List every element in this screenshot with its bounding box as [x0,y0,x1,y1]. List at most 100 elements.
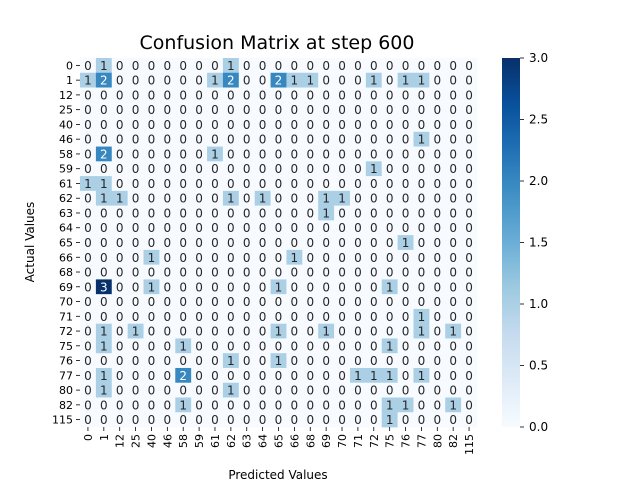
heatmap-cell [175,102,192,118]
heatmap-cell [222,87,240,103]
cell-value-label: 0 [291,266,299,280]
heatmap-cell [270,161,287,177]
heatmap-cell [159,190,176,206]
cell-value-label: 0 [195,280,203,294]
cell-value-label: 0 [84,354,92,368]
cell-value-label: 0 [418,103,426,117]
cell-value-label: 0 [433,118,441,132]
cell-value-label: 0 [306,325,314,339]
heatmap-cell [302,72,319,88]
heatmap-cell [445,102,462,118]
heatmap-cell [238,190,256,206]
heatmap-cell [397,294,414,310]
cell-value-label: 0 [211,310,219,324]
cell-value-label: 0 [306,192,314,206]
heatmap-cell [222,308,240,325]
cell-value-label: 0 [132,147,140,161]
cell-value-label: 0 [386,74,394,88]
heatmap-cell [222,249,240,266]
cell-value-label: 0 [116,177,124,191]
cell-value-label: 0 [449,88,457,102]
cell-value-label: 0 [402,147,410,161]
heatmap-cell [334,190,351,206]
heatmap-cell [80,264,97,280]
heatmap-cell [413,176,430,192]
cell-value-label: 0 [84,147,92,161]
heatmap-cell [254,161,271,177]
heatmap-cell [429,72,446,88]
cell-value-label: 0 [338,236,346,250]
heatmap-cell [270,367,287,384]
cell-value-label: 0 [449,221,457,235]
heatmap-cell [349,279,367,295]
heatmap-cell [159,102,176,118]
cell-value-label: 0 [291,325,299,339]
heatmap-cell [191,58,208,74]
heatmap-cell [127,279,144,295]
heatmap-cell [191,294,208,310]
cell-value-label: 0 [132,236,140,250]
heatmap-cell [413,308,430,325]
cell-value-label: 0 [243,133,251,147]
heatmap-cell [318,294,335,310]
heatmap-cell [413,235,430,251]
cell-value-label: 0 [227,236,235,250]
cell-value-label: 1 [449,325,457,339]
cell-value-label: 0 [275,398,283,412]
heatmap-cell [254,72,271,88]
heatmap-cell [80,397,97,413]
heatmap-cell [365,338,383,354]
row-tick-label: 68 [59,266,73,279]
cell-value-label: 0 [370,147,378,161]
heatmap-cell [175,72,192,88]
cell-value-label: 0 [465,251,473,265]
heatmap-cell [80,235,97,251]
heatmap-cell [365,87,383,103]
column-tick-label: 1 [98,434,111,441]
column-tick-label: 69 [320,434,333,448]
cell-value-label: 0 [465,177,473,191]
cell-value-label: 0 [402,118,410,132]
heatmap-cell [381,102,398,118]
cell-value-label: 0 [164,118,172,132]
cell-value-label: 0 [116,236,124,250]
cell-value-label: 0 [386,251,394,265]
heatmap-cell [254,338,271,354]
heatmap-cell [254,382,271,398]
cell-value-label: 0 [259,339,267,353]
cell-value-label: 0 [259,384,267,398]
cell-value-label: 0 [322,280,330,294]
heatmap-cell [349,264,367,280]
heatmap-cell [318,279,335,295]
heatmap-cell [365,308,383,325]
heatmap-cell [318,131,335,147]
cell-value-label: 0 [116,147,124,161]
cell-value-label: 0 [179,103,187,117]
cell-value-label: 1 [370,74,378,88]
heatmap-cell [238,367,256,384]
heatmap-cell [429,102,446,118]
row-tick-label: 1 [66,74,73,87]
cell-value-label: 0 [418,192,426,206]
heatmap-cell [111,353,129,369]
cell-value-label: 0 [164,192,172,206]
heatmap-cell [302,220,319,236]
heatmap-cell [461,205,478,221]
row-tick-label: 115 [52,414,73,427]
cell-value-label: 0 [179,280,187,294]
heatmap-cell [207,382,224,398]
heatmap-cell [349,220,367,236]
heatmap-cell [222,190,240,206]
cell-value-label: 0 [322,354,330,368]
heatmap-cell [175,190,192,206]
cell-value-label: 0 [195,310,203,324]
cell-value-label: 0 [338,354,346,368]
heatmap-cell [80,87,97,103]
heatmap-cell [175,58,192,74]
heatmap-cell [302,397,319,413]
heatmap-cell [175,220,192,236]
cell-value-label: 0 [164,206,172,220]
cell-value-label: 0 [84,192,92,206]
heatmap-cell [381,161,398,177]
cell-value-label: 0 [370,251,378,265]
